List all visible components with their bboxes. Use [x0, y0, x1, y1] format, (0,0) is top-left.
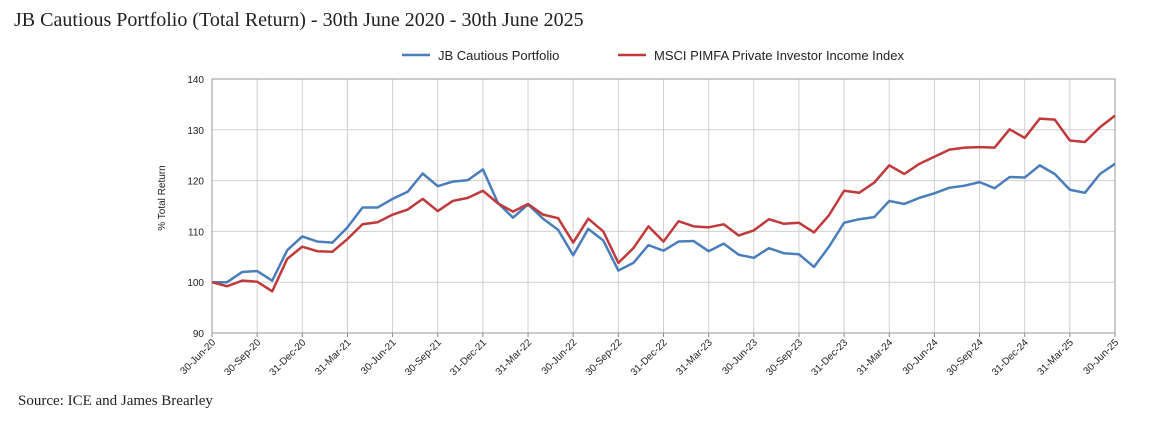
x-tick-label: 30-Jun-25	[1082, 337, 1122, 377]
x-tick-label: 30-Jun-22	[540, 337, 580, 377]
y-tick-label: 120	[187, 177, 204, 188]
plot-frame	[211, 78, 1116, 334]
y-tick-label: 90	[193, 329, 205, 340]
legend-label: JB Cautious Portfolio	[438, 48, 559, 63]
x-tick-label: 30-Jun-21	[359, 337, 399, 377]
x-tick-label: 31-Mar-25	[1036, 337, 1077, 378]
x-tick-label: 30-Jun-20	[179, 337, 219, 377]
x-tick-label: 31-Mar-21	[313, 337, 354, 378]
series-line	[212, 162, 1116, 284]
x-tick-label: 30-Sep-21	[403, 337, 444, 378]
x-tick-label: 30-Sep-24	[945, 337, 986, 378]
x-tick-label: 31-Dec-23	[809, 337, 850, 378]
x-tick-label: 30-Sep-23	[764, 337, 805, 378]
y-tick-label: 140	[187, 75, 204, 86]
x-tick-label: 31-Mar-24	[855, 337, 896, 378]
x-tick-label: 31-Dec-24	[990, 337, 1031, 378]
y-axis-label: % Total Return	[157, 165, 168, 230]
x-tick-label: 31-Dec-21	[448, 337, 489, 378]
series-line	[211, 114, 1116, 293]
y-tick-label: 100	[187, 278, 204, 289]
x-tick-label: 30-Jun-24	[901, 337, 941, 377]
y-tick-label: 110	[188, 227, 204, 238]
x-tick-label: 30-Jun-23	[720, 337, 760, 377]
source-note: Source: ICE and James Brearley	[18, 393, 213, 409]
chart-title: JB Cautious Portfolio (Total Return) - 3…	[14, 9, 584, 31]
x-tick-label: 31-Mar-23	[674, 337, 715, 378]
x-tick-label: 31-Mar-22	[494, 337, 535, 378]
x-tick-label: 30-Sep-20	[222, 337, 263, 378]
y-tick-label: 130	[187, 126, 204, 137]
x-tick-label: 31-Dec-22	[629, 337, 670, 378]
x-tick-label: 31-Dec-20	[268, 337, 309, 378]
x-tick-label: 30-Sep-22	[584, 337, 625, 378]
legend-label: MSCI PIMFA Private Investor Income Index	[654, 48, 904, 63]
